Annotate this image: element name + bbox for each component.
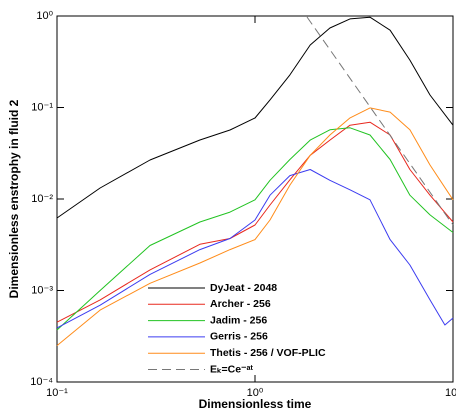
series-line — [306, 16, 454, 226]
series-line — [56, 107, 454, 346]
y-axis-title: Dimensionless enstrophy in fluid 2 — [7, 99, 21, 298]
legend-label: Thetis - 256 / VOF-PLIC — [210, 347, 326, 359]
x-axis-title: Dimensionless time — [199, 397, 312, 411]
y-tick-label: 10⁻⁴ — [30, 376, 53, 388]
series-line — [56, 121, 454, 323]
legend-label: Eₖ=Ce⁻ᵃᵗ — [210, 363, 254, 375]
x-tick-label: 10⁻¹ — [46, 387, 68, 399]
legend-label: Archer - 256 — [210, 298, 271, 310]
y-tick-label: 10⁻¹ — [31, 101, 53, 113]
y-tick-label: 10⁻² — [31, 193, 53, 205]
series-line — [56, 169, 454, 329]
series-line — [56, 127, 454, 331]
series-line — [56, 16, 454, 219]
legend-label: Gerris - 256 — [210, 331, 268, 343]
x-tick-label: 10¹ — [445, 387, 456, 399]
legend-label: Jadim - 256 — [210, 314, 267, 326]
y-tick-label: 10⁻³ — [31, 284, 53, 296]
x-tick-label: 10⁰ — [247, 387, 264, 399]
y-tick-label: 10⁰ — [36, 10, 53, 22]
legend-label: DyJeat - 2048 — [210, 282, 277, 294]
